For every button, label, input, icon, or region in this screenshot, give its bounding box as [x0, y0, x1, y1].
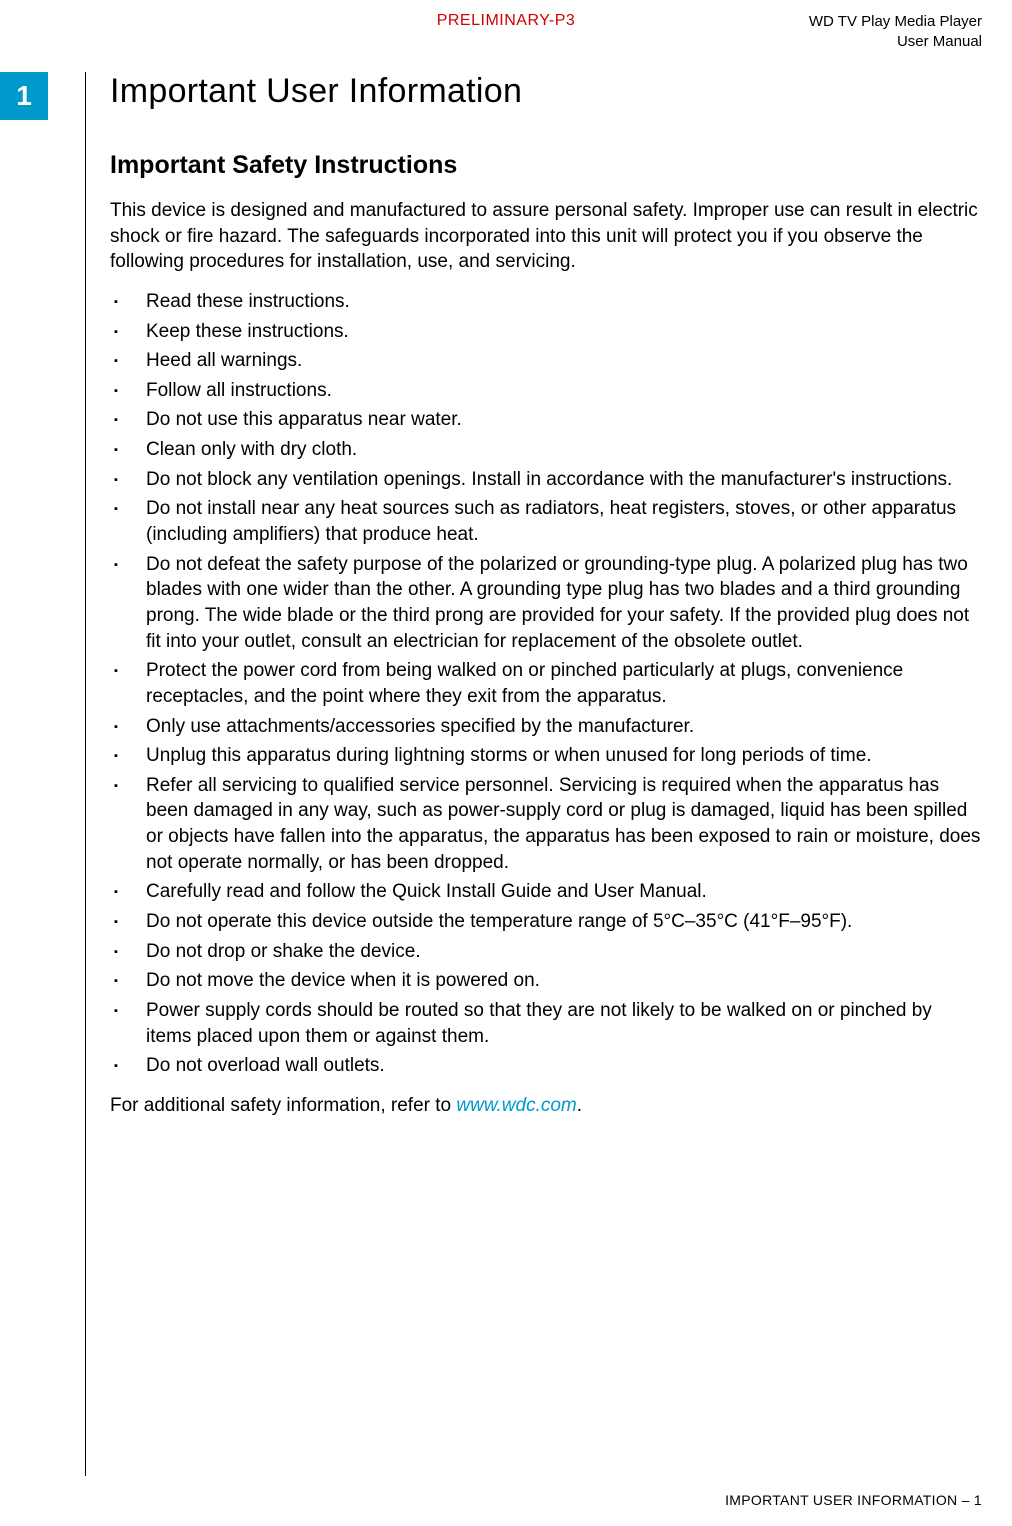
- page-content: Important User Information Important Saf…: [110, 72, 982, 1119]
- closing-link[interactable]: www.wdc.com: [456, 1095, 576, 1116]
- header-product-line2: User Manual: [809, 32, 982, 52]
- list-item: Heed all warnings.: [110, 348, 982, 374]
- chapter-number-tab: 1: [0, 72, 48, 120]
- vertical-rule: [85, 72, 86, 1476]
- list-item: Do not install near any heat sources suc…: [110, 496, 982, 547]
- header-product-line1: WD TV Play Media Player: [809, 12, 982, 32]
- list-item: Power supply cords should be routed so t…: [110, 998, 982, 1049]
- list-item: Follow all instructions.: [110, 378, 982, 404]
- list-item: Do not move the device when it is powere…: [110, 968, 982, 994]
- section-title: Important Safety Instructions: [110, 151, 982, 180]
- list-item: Carefully read and follow the Quick Inst…: [110, 879, 982, 905]
- list-item: Protect the power cord from being walked…: [110, 658, 982, 709]
- safety-bullet-list: Read these instructions. Keep these instr…: [110, 289, 982, 1079]
- header-product-info: WD TV Play Media Player User Manual: [809, 12, 982, 51]
- list-item: Do not use this apparatus near water.: [110, 407, 982, 433]
- list-item: Only use attachments/accessories specifi…: [110, 714, 982, 740]
- list-item: Unplug this apparatus during lightning s…: [110, 743, 982, 769]
- list-item: Refer all servicing to qualified service…: [110, 773, 982, 876]
- closing-suffix: .: [577, 1095, 582, 1116]
- preliminary-stamp: PRELIMINARY-P3: [437, 12, 576, 30]
- list-item: Do not overload wall outlets.: [110, 1053, 982, 1079]
- closing-paragraph: For additional safety information, refer…: [110, 1093, 982, 1119]
- list-item: Do not defeat the safety purpose of the …: [110, 552, 982, 655]
- list-item: Do not drop or shake the device.: [110, 939, 982, 965]
- closing-prefix: For additional safety information, refer…: [110, 1095, 456, 1116]
- list-item: Do not block any ventilation openings. I…: [110, 467, 982, 493]
- intro-paragraph: This device is designed and manufactured…: [110, 198, 982, 275]
- page-title: Important User Information: [110, 72, 982, 111]
- page-footer: IMPORTANT USER INFORMATION – 1: [725, 1492, 982, 1508]
- list-item: Keep these instructions.: [110, 319, 982, 345]
- list-item: Clean only with dry cloth.: [110, 437, 982, 463]
- list-item: Do not operate this device outside the t…: [110, 909, 982, 935]
- list-item: Read these instructions.: [110, 289, 982, 315]
